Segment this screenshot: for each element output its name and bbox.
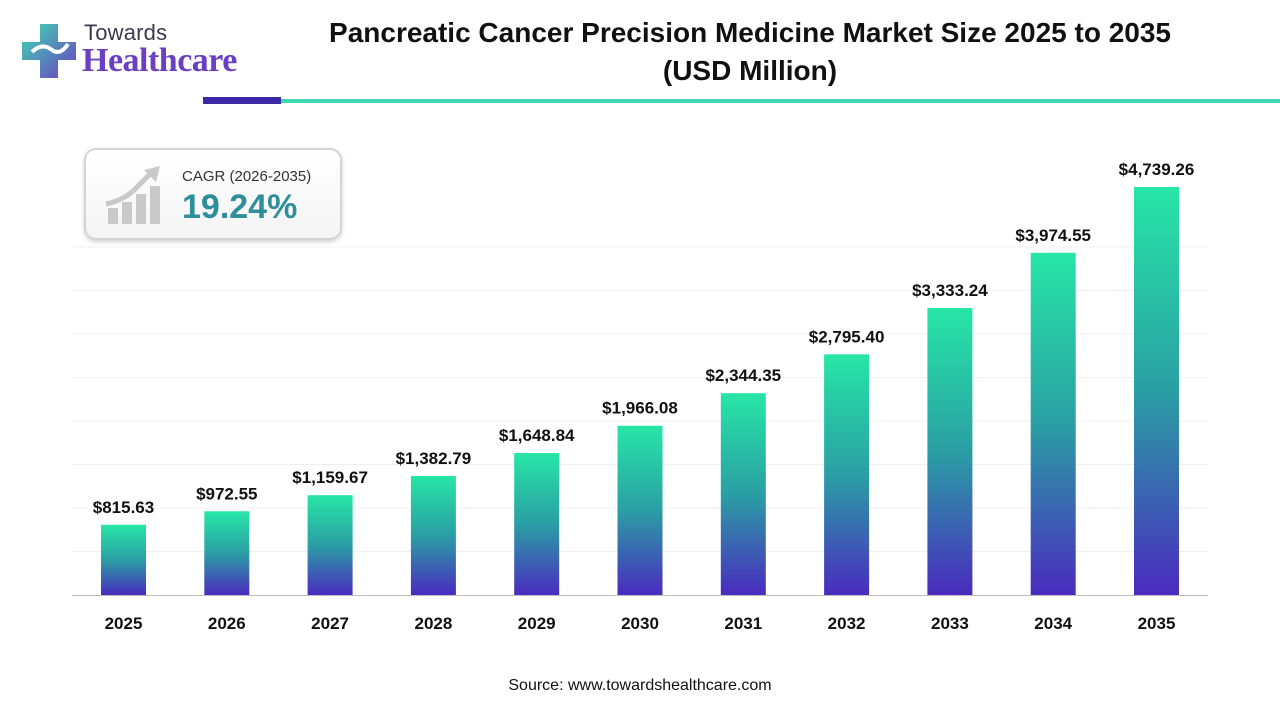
x-tick-2034: 2034: [1034, 614, 1072, 633]
brand-line1: Towards: [84, 20, 168, 45]
bar-2026: [204, 511, 250, 595]
accent-bar-dark: [203, 97, 281, 104]
bar-2030: [617, 425, 663, 595]
brand-line2: Healthcare: [82, 42, 237, 79]
bar-2029: [514, 453, 560, 595]
data-label-2034: $3,974.55: [1015, 226, 1091, 245]
cagr-value: 19.24%: [182, 188, 298, 226]
x-tick-2030: 2030: [621, 614, 659, 633]
brand-logo: Towards Healthcare: [20, 18, 250, 84]
data-label-2031: $2,344.35: [705, 366, 781, 385]
title-line1: Pancreatic Cancer Precision Medicine Mar…: [329, 17, 1171, 48]
data-label-2026: $972.55: [196, 484, 257, 503]
bar-2033: [927, 308, 973, 595]
source-note: Source: www.towardshealthcare.com: [508, 677, 772, 694]
bar-2035: [1134, 187, 1179, 595]
title-line2: (USD Million): [662, 55, 838, 86]
x-tick-2035: 2035: [1138, 614, 1176, 633]
data-label-2032: $2,795.40: [809, 327, 885, 346]
bar-2034: [1030, 252, 1076, 595]
data-label-2035: $4,739.26: [1119, 160, 1195, 179]
cagr-card: CAGR (2026-2035) 19.24%: [84, 148, 342, 240]
data-label-2025: $815.63: [93, 498, 154, 517]
x-tick-2028: 2028: [414, 614, 452, 633]
data-labels: $815.63 $972.55 $1,159.67 $1,382.79 $1,648.8…: [93, 160, 1195, 517]
data-label-2029: $1,648.84: [499, 426, 575, 445]
x-tick-labels: 2025 2026 2027 2028 2029 2030 2031 2032 2033 2034…: [105, 614, 1176, 633]
accent-bar-teal: [281, 99, 1280, 103]
data-label-2033: $3,333.24: [912, 281, 988, 300]
bar-2028: [410, 475, 456, 595]
bar-2032: [824, 354, 870, 595]
x-tick-2027: 2027: [311, 614, 349, 633]
page-title: Pancreatic Cancer Precision Medicine Mar…: [270, 14, 1230, 90]
data-label-2027: $1,159.67: [292, 468, 368, 487]
bar-2027: [307, 495, 353, 595]
x-tick-2025: 2025: [105, 614, 143, 633]
x-tick-2026: 2026: [208, 614, 246, 633]
bar-2025: [101, 524, 146, 595]
medical-cross-icon: [22, 24, 76, 78]
data-label-2028: $1,382.79: [396, 449, 472, 468]
x-tick-2029: 2029: [518, 614, 556, 633]
x-tick-2031: 2031: [724, 614, 762, 633]
growth-chart-icon: [105, 166, 160, 224]
bar-2031: [720, 393, 766, 595]
bars: [101, 187, 1179, 595]
x-tick-2033: 2033: [931, 614, 969, 633]
x-tick-2032: 2032: [828, 614, 866, 633]
data-label-2030: $1,966.08: [602, 399, 678, 418]
cagr-label: CAGR (2026-2035): [182, 168, 312, 185]
